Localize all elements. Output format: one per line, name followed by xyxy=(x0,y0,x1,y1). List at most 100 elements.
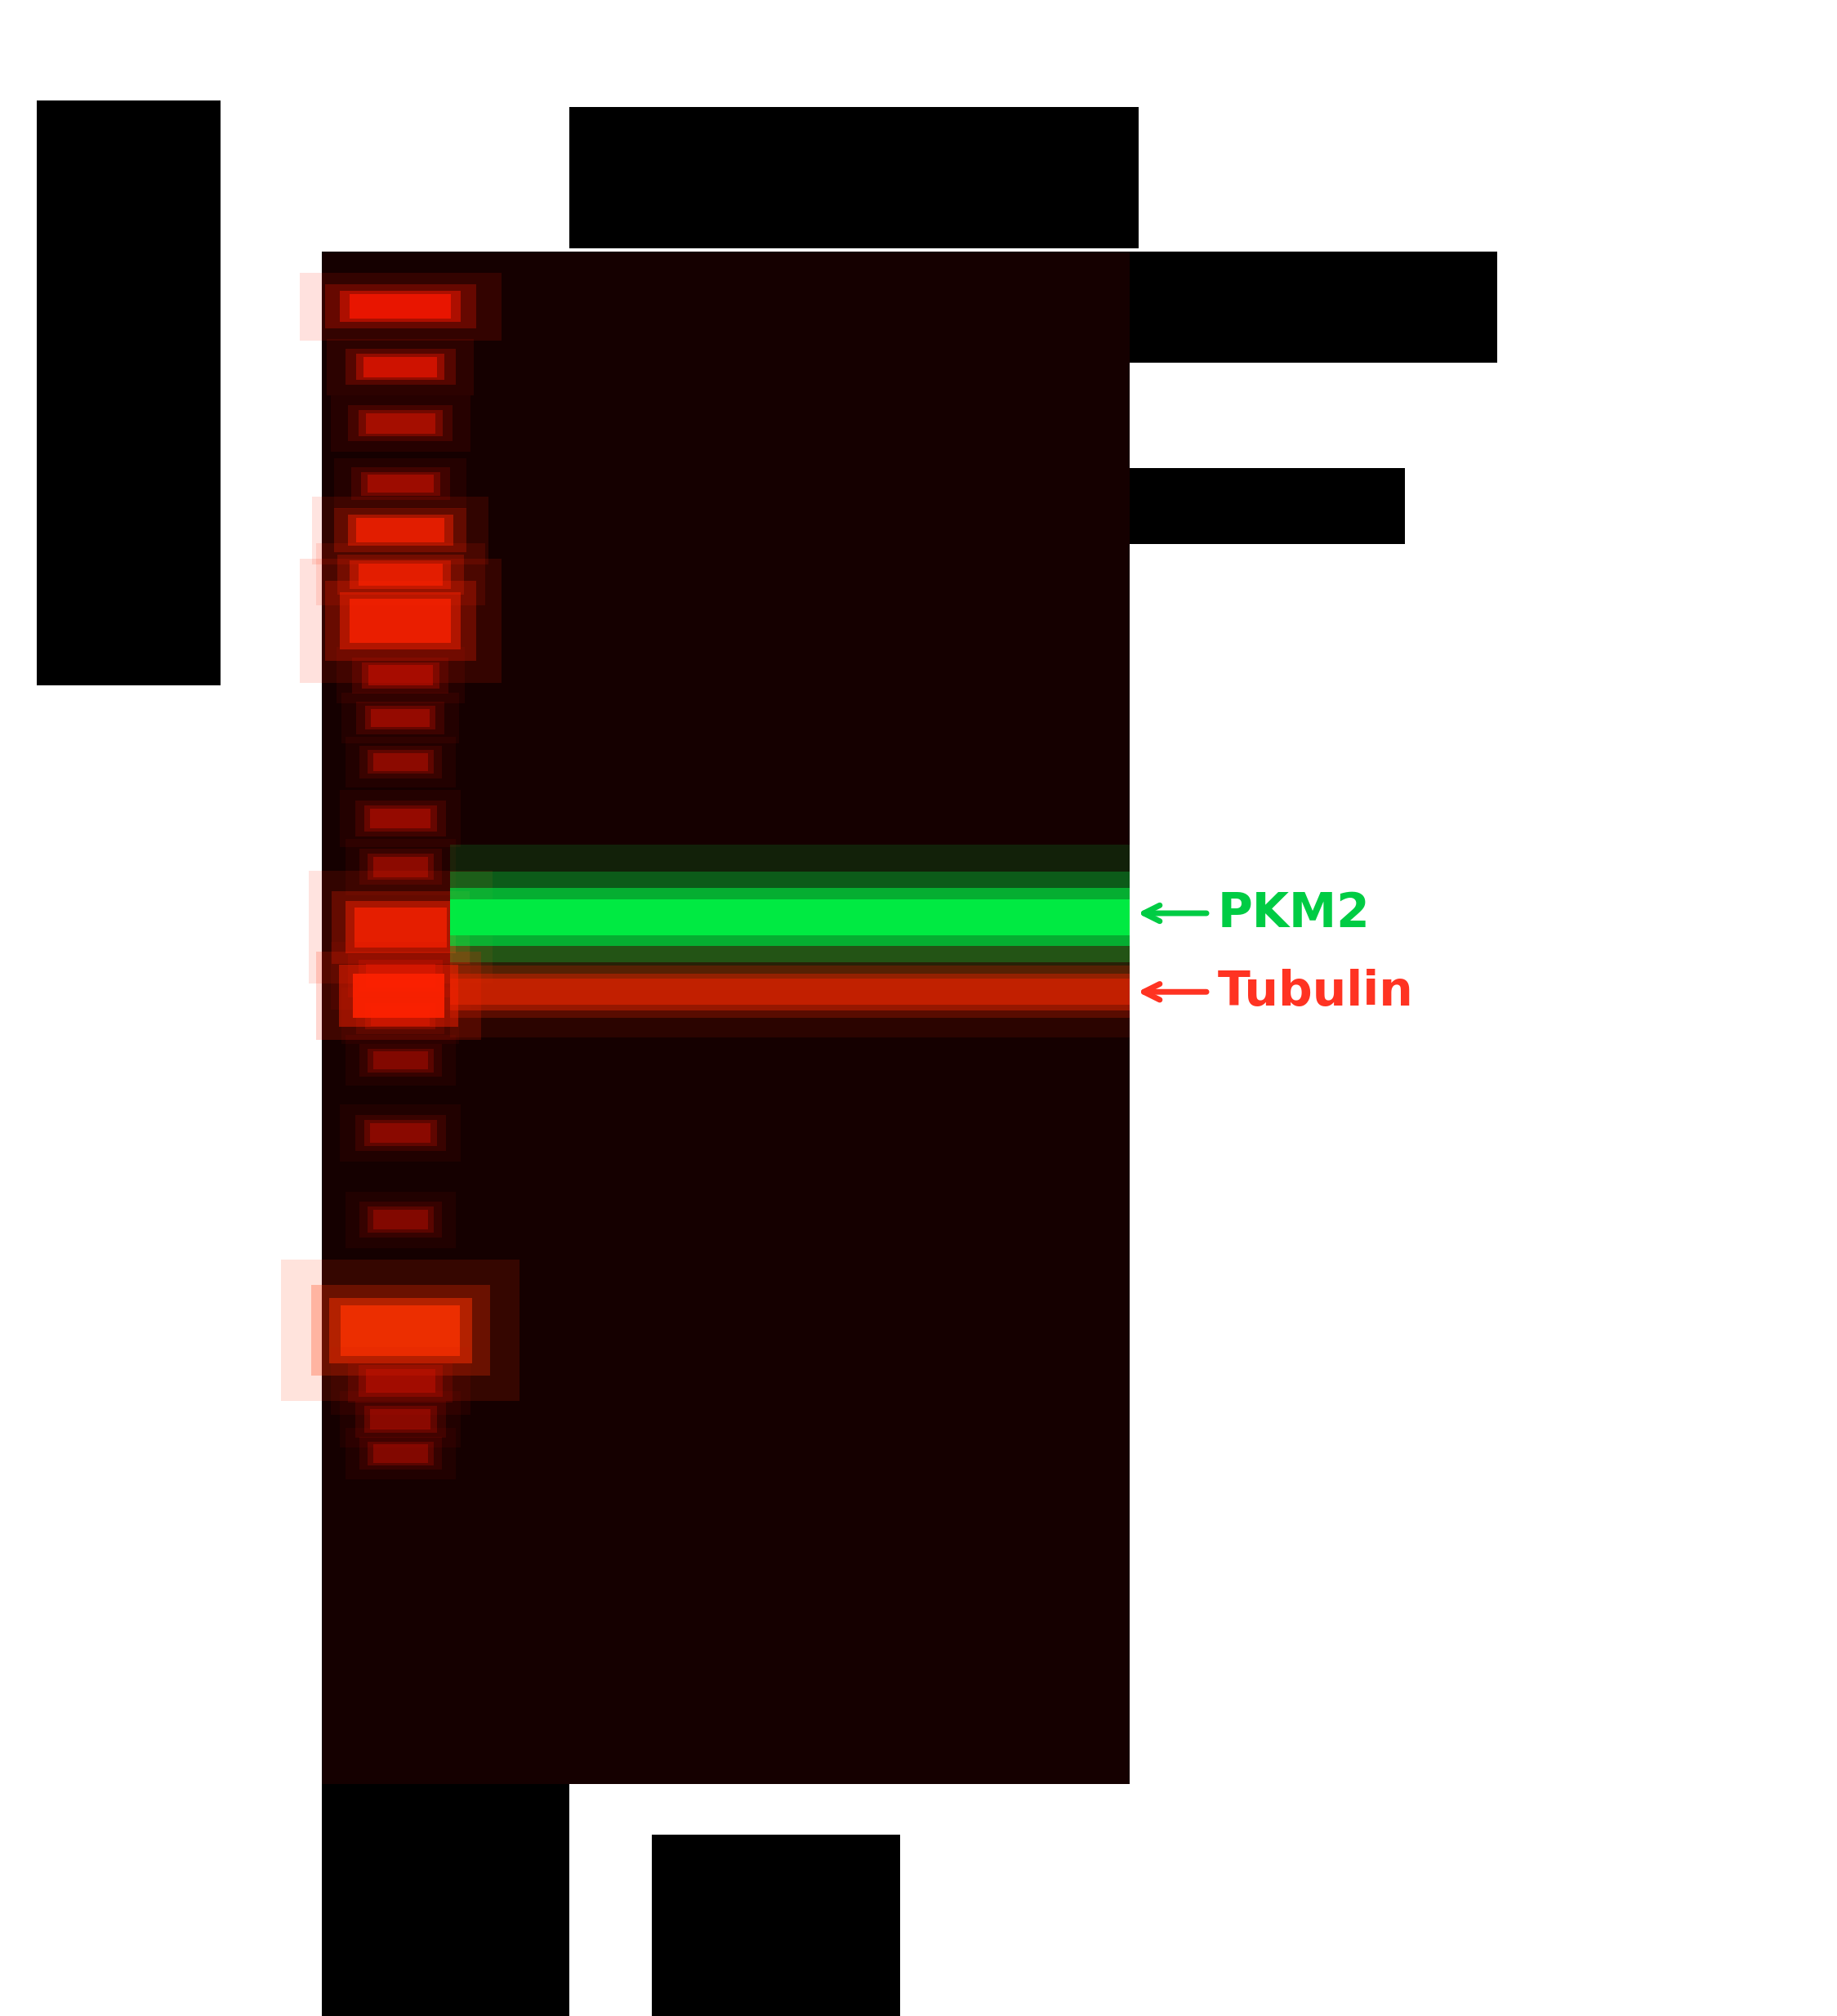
Bar xyxy=(342,1306,459,1357)
Bar xyxy=(334,458,467,510)
Bar xyxy=(356,702,445,734)
Bar xyxy=(327,339,474,395)
Bar xyxy=(450,978,1130,1004)
Bar xyxy=(355,1115,446,1151)
Bar xyxy=(329,260,1122,1776)
Bar xyxy=(331,891,470,964)
Bar xyxy=(450,946,1130,1038)
Bar xyxy=(334,508,467,552)
Bar xyxy=(373,1052,428,1070)
Bar xyxy=(1130,252,1497,363)
Bar xyxy=(373,1443,428,1464)
Bar xyxy=(569,107,1139,248)
Bar xyxy=(380,317,1071,1720)
Bar xyxy=(336,268,1115,1768)
Bar xyxy=(371,710,430,728)
Bar xyxy=(367,855,434,879)
Bar xyxy=(367,1048,434,1073)
Bar xyxy=(367,1441,434,1466)
Bar xyxy=(367,665,434,685)
Bar xyxy=(342,988,459,1044)
Bar xyxy=(340,1105,461,1161)
Bar xyxy=(345,901,456,954)
Bar xyxy=(450,889,1130,946)
Bar xyxy=(366,1004,435,1028)
Bar xyxy=(367,476,434,494)
Bar xyxy=(356,998,445,1034)
Bar xyxy=(360,1437,441,1470)
Bar xyxy=(360,1202,441,1238)
Bar xyxy=(338,554,463,595)
Bar xyxy=(360,1044,441,1077)
Bar xyxy=(349,294,452,319)
Bar xyxy=(345,1191,456,1248)
Bar xyxy=(358,564,443,585)
Bar xyxy=(345,1427,456,1480)
Bar xyxy=(1130,468,1405,544)
Bar xyxy=(321,252,1130,1784)
Bar xyxy=(349,954,452,998)
Bar xyxy=(371,1123,432,1143)
Bar xyxy=(373,857,428,877)
Bar xyxy=(358,411,443,437)
Bar xyxy=(349,560,452,589)
Bar xyxy=(364,357,437,377)
Bar xyxy=(364,804,437,831)
Bar xyxy=(347,514,454,546)
Bar xyxy=(366,964,435,988)
Bar xyxy=(360,472,441,496)
Bar xyxy=(351,284,1100,1752)
Bar xyxy=(371,1006,430,1026)
Bar xyxy=(450,974,1130,1010)
Bar xyxy=(355,907,446,948)
Bar xyxy=(342,691,459,744)
Bar xyxy=(450,899,1130,935)
Bar xyxy=(450,871,1130,962)
Bar xyxy=(345,1034,456,1087)
Bar xyxy=(316,544,485,605)
Bar xyxy=(360,746,441,778)
Bar xyxy=(652,1835,900,2016)
Bar xyxy=(331,395,470,452)
Bar xyxy=(351,468,450,500)
Bar xyxy=(364,1407,437,1431)
Bar xyxy=(340,593,461,649)
Bar xyxy=(367,750,434,774)
Bar xyxy=(371,1409,432,1429)
Bar xyxy=(299,558,502,683)
Bar xyxy=(353,974,445,1018)
Bar xyxy=(299,272,502,341)
Bar xyxy=(362,661,439,689)
Bar xyxy=(356,518,445,542)
Bar xyxy=(366,300,1086,1736)
Bar xyxy=(310,1286,490,1375)
Bar xyxy=(349,405,452,442)
Bar xyxy=(364,1121,437,1145)
Bar xyxy=(340,290,461,323)
Bar xyxy=(358,1365,443,1397)
Bar xyxy=(371,808,432,829)
Bar xyxy=(355,800,446,837)
Bar xyxy=(450,966,1130,1018)
Bar xyxy=(345,736,456,788)
Bar xyxy=(353,657,448,694)
Text: PKM2: PKM2 xyxy=(1218,889,1370,937)
Bar xyxy=(331,1347,470,1415)
Bar xyxy=(345,349,456,385)
Bar xyxy=(366,706,435,730)
Bar xyxy=(329,1298,472,1363)
Bar xyxy=(345,839,456,895)
Bar xyxy=(340,1391,461,1447)
Bar xyxy=(325,581,476,661)
Bar xyxy=(321,1784,569,2016)
Bar xyxy=(331,941,470,1010)
Bar xyxy=(349,599,452,643)
Bar xyxy=(325,284,476,329)
Bar xyxy=(367,1206,434,1234)
Bar xyxy=(340,790,461,847)
Bar xyxy=(373,1210,428,1230)
Bar xyxy=(37,101,220,685)
Bar xyxy=(358,960,443,992)
Bar xyxy=(355,1401,446,1437)
Bar xyxy=(309,871,492,984)
